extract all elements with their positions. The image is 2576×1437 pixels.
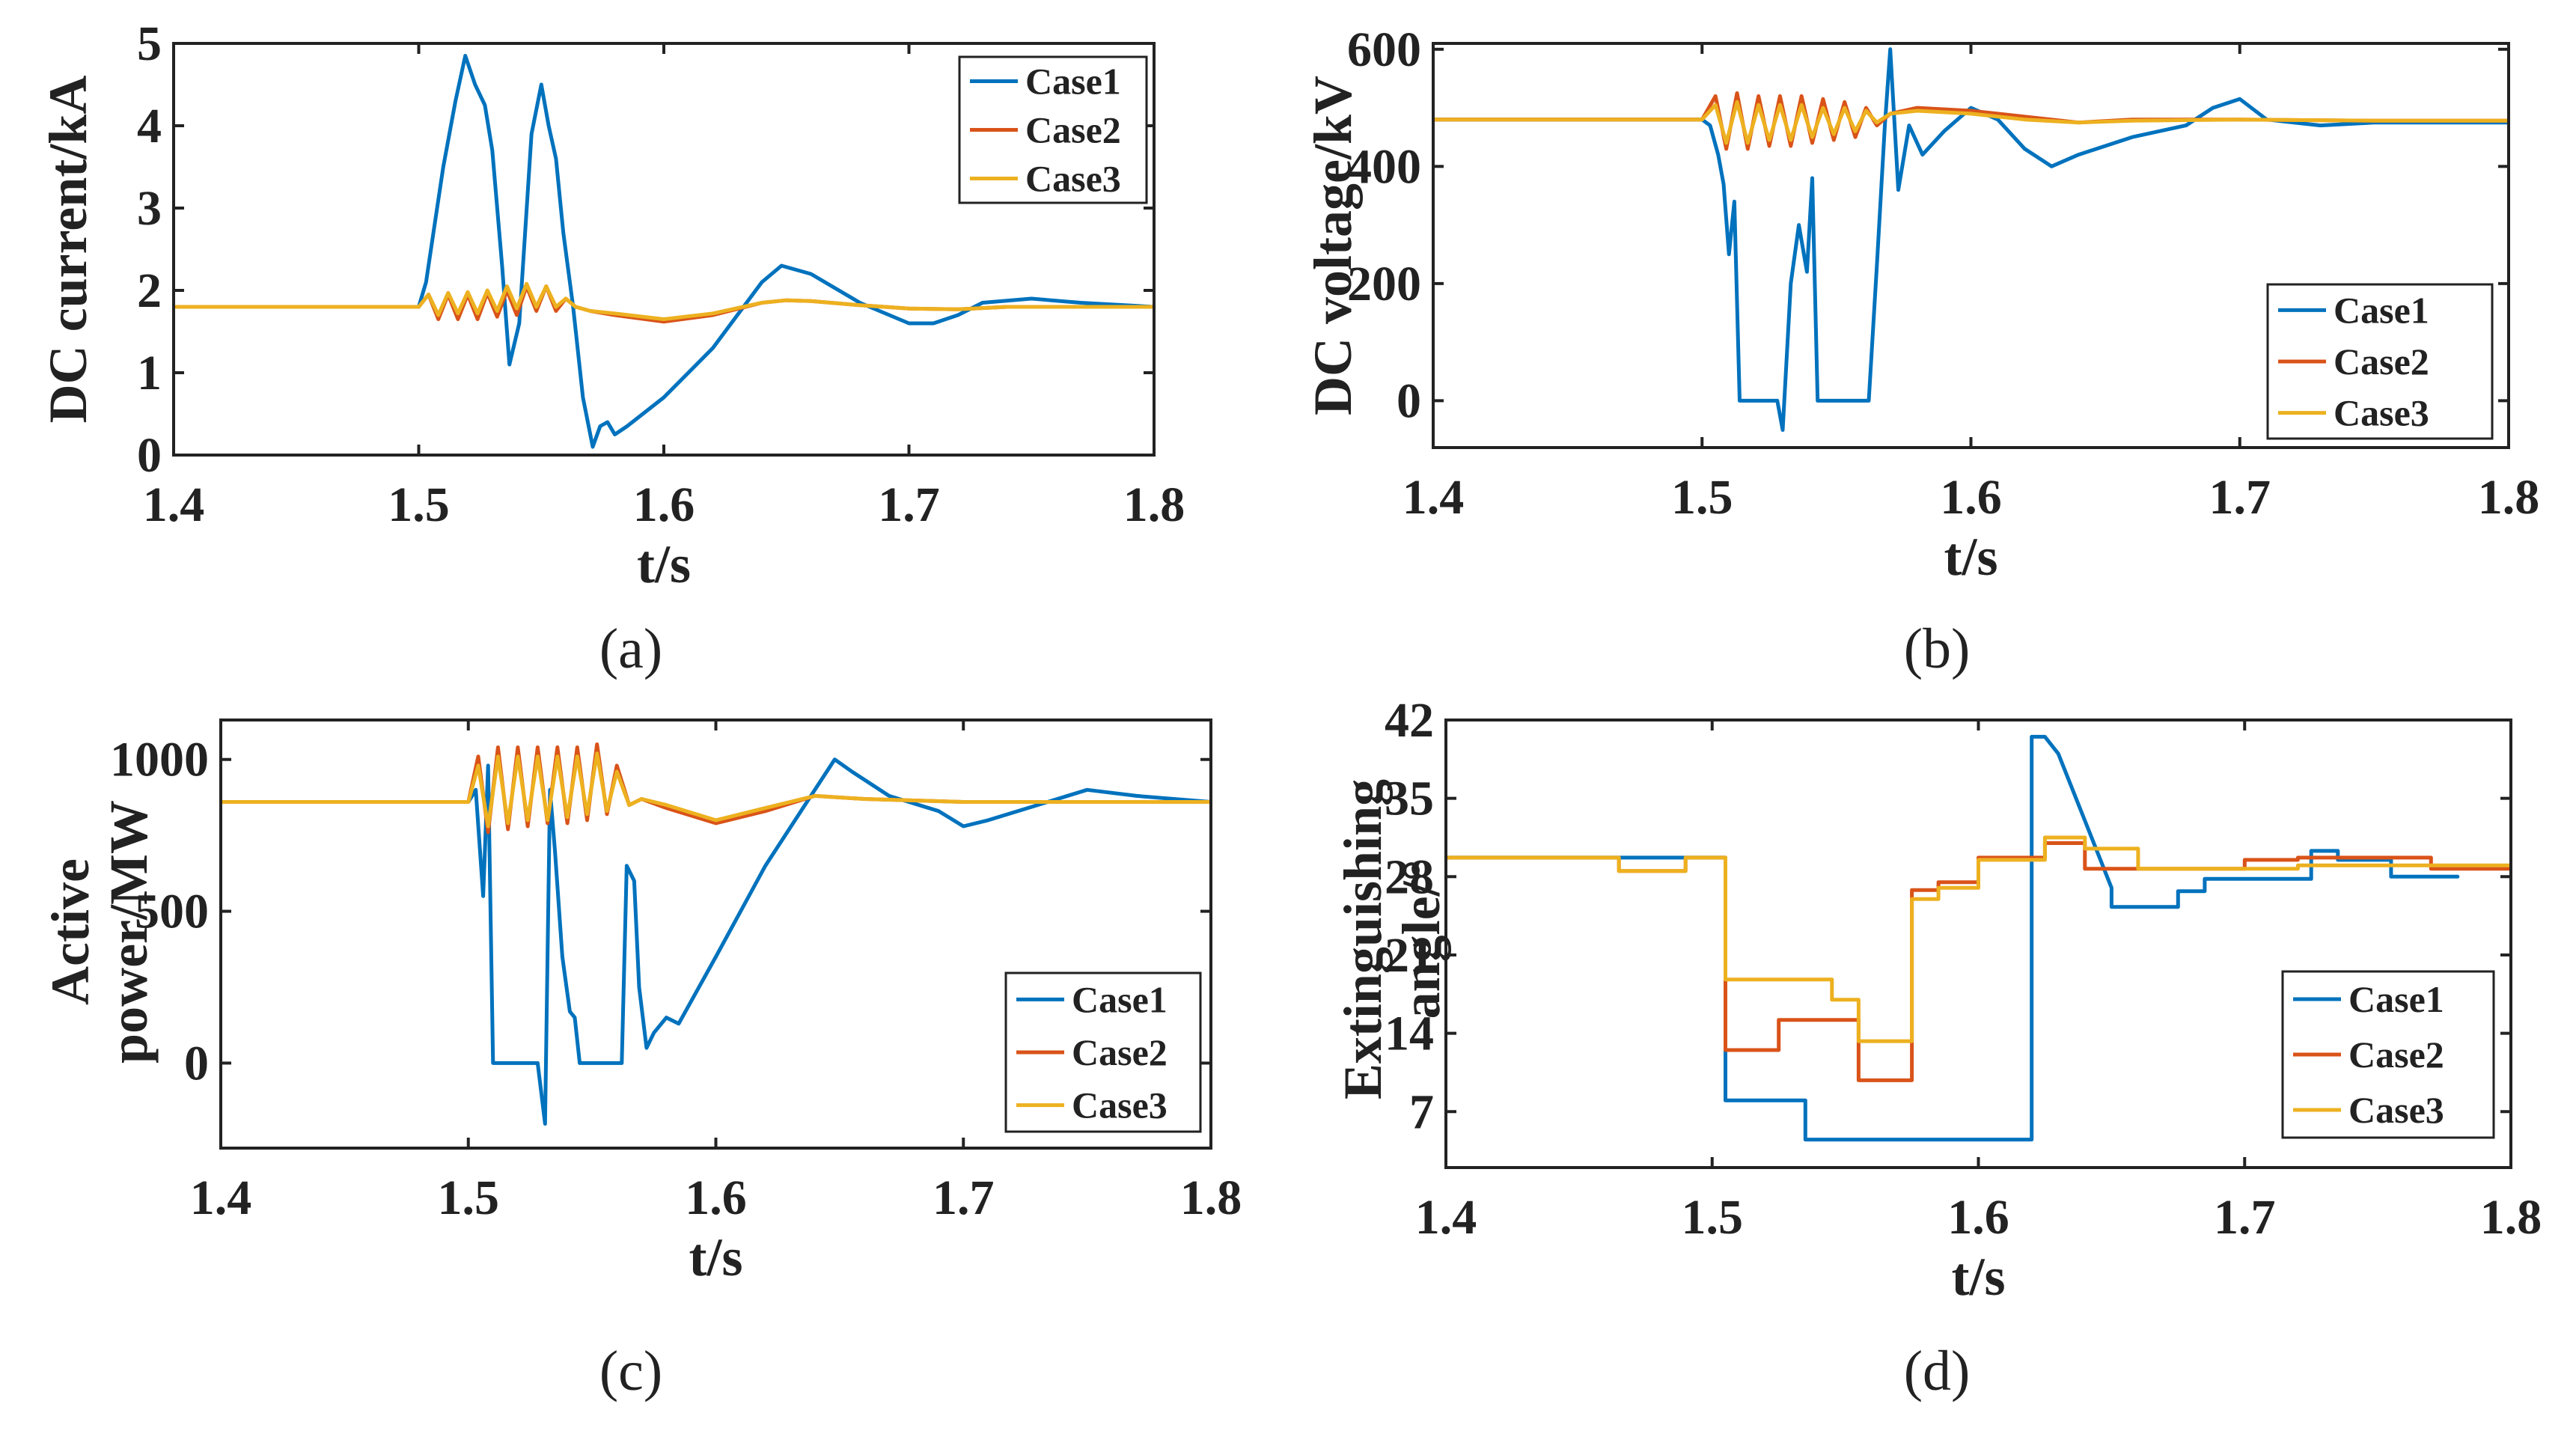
- x-tick-label: 1.6: [685, 1171, 747, 1225]
- x-tick-label: 1.6: [1947, 1190, 2009, 1245]
- y-tick-label: 14: [1385, 1007, 1434, 1061]
- x-tick-label: 1.4: [1415, 1190, 1477, 1245]
- series-line-case3: [1433, 100, 2509, 145]
- x-tick-label: 1.8: [1180, 1171, 1242, 1225]
- series-group: [1433, 47, 2509, 432]
- legend: Case1 Case2 Case3: [958, 55, 1148, 204]
- legend-label: Case3: [1072, 1084, 1168, 1126]
- y-tick-label: 0: [184, 1036, 209, 1090]
- x-axis-label: t/s: [637, 534, 691, 594]
- panel-caption: (b): [1904, 617, 1971, 680]
- legend-label: Case1: [2334, 289, 2429, 331]
- legend-label: Case3: [2348, 1089, 2444, 1131]
- y-axis-label: DC current/kA: [38, 76, 98, 424]
- x-tick-label: 1.8: [2478, 470, 2540, 525]
- x-tick-label: 1.5: [1671, 470, 1733, 525]
- x-tick-label: 1.8: [1123, 478, 1185, 532]
- y-tick-label: 21: [1385, 928, 1434, 983]
- y-tick-label: 0: [1397, 373, 1421, 428]
- legend-label: Case1: [2348, 978, 2444, 1020]
- x-tick-label: 1.7: [2209, 470, 2271, 525]
- y-axis-label: Activepower/MW: [40, 800, 159, 1064]
- legend-label: Case1: [1072, 978, 1168, 1020]
- y-tick-label: 2: [137, 263, 162, 318]
- y-tick-label: 200: [1347, 257, 1421, 311]
- x-axis-label: t/s: [689, 1227, 743, 1287]
- panel-d: 1.4 1.5 1.6 1.7 1.8 7 14 21 28 35 42 t/s Extinguishi…: [1333, 693, 2542, 1403]
- y-axis-label: DC voltage/kV: [1303, 76, 1363, 415]
- x-tick-label: 1.7: [933, 1171, 995, 1225]
- y-tick-label: 3: [137, 181, 162, 236]
- y-tick-label: 35: [1385, 772, 1434, 826]
- legend: Case1 Case2 Case3: [2281, 970, 2495, 1139]
- y-tick-label: 7: [1409, 1084, 1434, 1139]
- y-tick-label: 5: [137, 16, 162, 71]
- series-group: [221, 742, 1211, 1126]
- panel-caption: (a): [599, 617, 662, 680]
- x-tick-label: 1.7: [878, 478, 940, 532]
- y-tick-label: 28: [1385, 849, 1434, 904]
- x-tick-label: 1.6: [1940, 470, 2002, 525]
- x-tick-label: 1.5: [1682, 1190, 1744, 1245]
- series-line-case2: [174, 284, 1154, 324]
- x-tick-label: 1.4: [1403, 470, 1465, 525]
- legend-label: Case2: [2348, 1034, 2444, 1076]
- legend-label: Case2: [1072, 1031, 1168, 1073]
- y-tick-label: 0: [137, 428, 162, 483]
- y-axis-label: Extinguishingangle/°: [1333, 779, 1451, 1099]
- y-tick-label: 1000: [110, 733, 209, 787]
- y-tick-label: 400: [1347, 139, 1421, 194]
- legend: Case1 Case2 Case3: [1004, 971, 1202, 1133]
- series-line-case1: [1433, 47, 2509, 432]
- x-tick-label: 1.4: [143, 478, 205, 532]
- series-line-case3: [1446, 835, 2511, 1043]
- x-tick-label: 1.6: [633, 478, 695, 532]
- x-tick-label: 1.5: [438, 1171, 500, 1225]
- y-tick-label: 500: [135, 885, 209, 939]
- series-line-case1: [174, 54, 1154, 449]
- y-tick-label: 1: [137, 346, 162, 400]
- panel-caption: (c): [599, 1340, 662, 1403]
- x-axis-label: t/s: [1952, 1247, 2006, 1307]
- x-axis-label: t/s: [1944, 527, 1998, 587]
- series-line-case1: [1446, 734, 2460, 1142]
- legend-label: Case2: [2334, 341, 2429, 382]
- series-line-case3: [221, 751, 1211, 829]
- legend-label: Case3: [2334, 392, 2429, 434]
- series-group: [174, 54, 1154, 449]
- panel-caption: (d): [1904, 1340, 1971, 1403]
- legend-label: Case2: [1025, 109, 1121, 151]
- y-tick-label: 42: [1385, 693, 1434, 748]
- panel-b: 1.4 1.5 1.6 1.7 1.8 0 200 400 600 t/s DC voltage/k…: [1303, 22, 2539, 680]
- x-tick-label: 1.4: [190, 1171, 252, 1225]
- series-line-case3: [174, 281, 1154, 321]
- x-tick-label: 1.5: [388, 478, 450, 532]
- series-group: [1446, 734, 2511, 1142]
- panel-c: 1.4 1.5 1.6 1.7 1.8 0 500 1000 t/s Activepower/MW…: [40, 718, 1242, 1403]
- x-tick-label: 1.7: [2214, 1190, 2276, 1245]
- x-tick-label: 1.8: [2480, 1190, 2542, 1245]
- panel-a: 1.4 1.5 1.6 1.7 1.8 0 1 2 3 4 5 t/s DC current/kA (a)…: [38, 16, 1185, 680]
- legend-label: Case3: [1025, 158, 1121, 200]
- legend-label: Case1: [1025, 61, 1121, 103]
- legend: Case1 Case2 Case3: [2266, 283, 2494, 440]
- y-tick-label: 4: [137, 99, 162, 153]
- y-tick-label: 600: [1347, 22, 1421, 77]
